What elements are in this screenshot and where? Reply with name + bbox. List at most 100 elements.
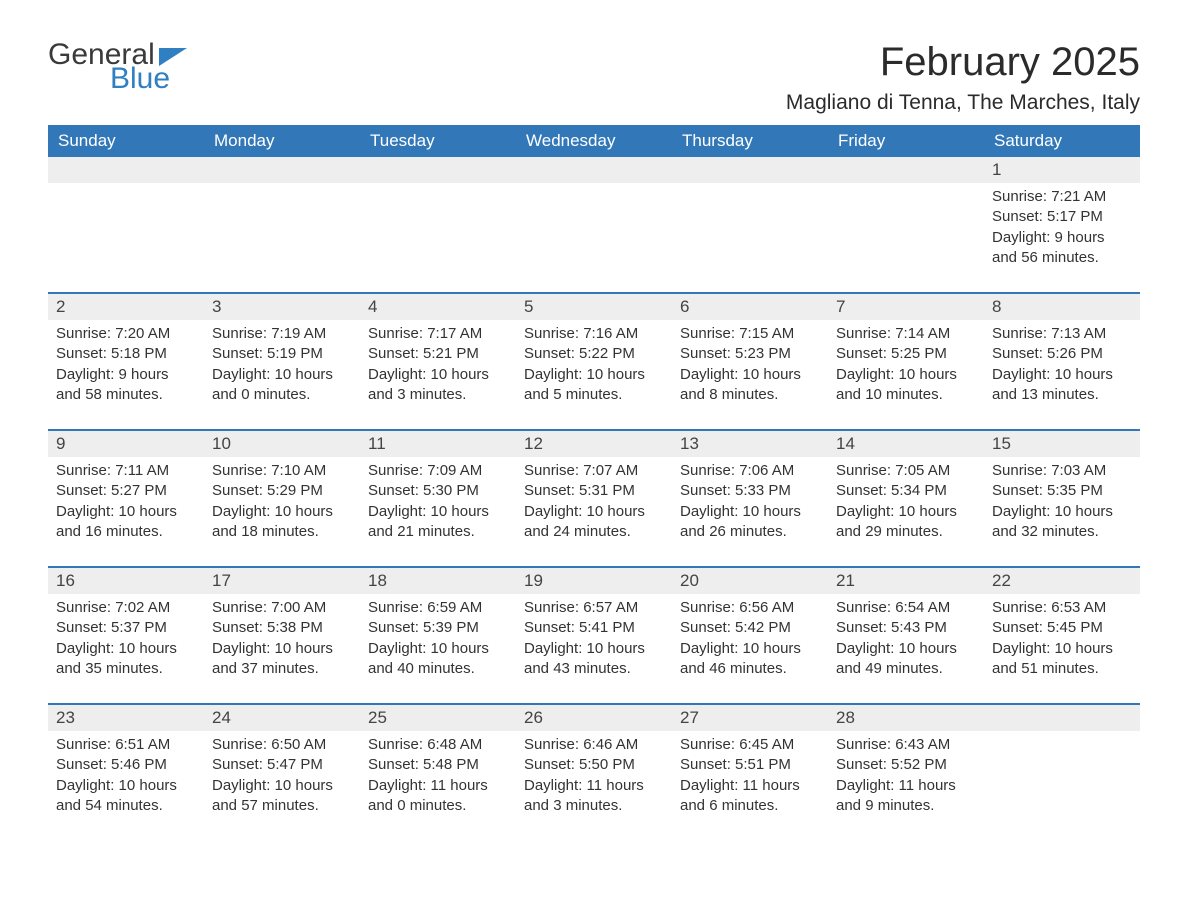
day-number-bar: 28 xyxy=(828,705,984,731)
sunset-text: Sunset: 5:35 PM xyxy=(992,481,1132,501)
day-number-bar: 1 xyxy=(984,157,1140,183)
daylight-text: and 3 minutes. xyxy=(368,385,508,405)
logo-text-blue: Blue xyxy=(110,64,187,94)
sunrise-text: Sunrise: 7:19 AM xyxy=(212,324,352,344)
sunset-text: Sunset: 5:41 PM xyxy=(524,618,664,638)
daylight-text: and 13 minutes. xyxy=(992,385,1132,405)
daylight-text: Daylight: 10 hours xyxy=(524,502,664,522)
day-number: 21 xyxy=(836,571,976,591)
day-number: 19 xyxy=(524,571,664,591)
daylight-text: Daylight: 11 hours xyxy=(368,776,508,796)
daylight-text: Daylight: 10 hours xyxy=(836,502,976,522)
daylight-text: and 18 minutes. xyxy=(212,522,352,542)
day-number: 3 xyxy=(212,297,352,317)
daylight-text: and 54 minutes. xyxy=(56,796,196,816)
day-number-bar: 12 xyxy=(516,431,672,457)
sunset-text: Sunset: 5:48 PM xyxy=(368,755,508,775)
day-number-bar: 24 xyxy=(204,705,360,731)
calendar-day: 7Sunrise: 7:14 AMSunset: 5:25 PMDaylight… xyxy=(828,294,984,415)
calendar-day: 24Sunrise: 6:50 AMSunset: 5:47 PMDayligh… xyxy=(204,705,360,826)
sunrise-text: Sunrise: 7:13 AM xyxy=(992,324,1132,344)
sunset-text: Sunset: 5:23 PM xyxy=(680,344,820,364)
day-number: 14 xyxy=(836,434,976,454)
sunrise-text: Sunrise: 6:53 AM xyxy=(992,598,1132,618)
day-number-bar: 3 xyxy=(204,294,360,320)
sunrise-text: Sunrise: 6:46 AM xyxy=(524,735,664,755)
calendar: Sunday Monday Tuesday Wednesday Thursday… xyxy=(48,125,1140,826)
calendar-day: 19 Sunrise: 6:57 AMSunset: 5:41 PMDayligh… xyxy=(516,568,672,689)
day-number-bar: 5 xyxy=(516,294,672,320)
calendar-day xyxy=(204,157,360,278)
day-number: 24 xyxy=(212,708,352,728)
day-number-bar xyxy=(204,157,360,183)
dow-friday: Friday xyxy=(828,125,984,157)
daylight-text: Daylight: 10 hours xyxy=(212,639,352,659)
daylight-text: Daylight: 10 hours xyxy=(836,365,976,385)
calendar-day: 18Sunrise: 6:59 AMSunset: 5:39 PMDayligh… xyxy=(360,568,516,689)
daylight-text: Daylight: 11 hours xyxy=(524,776,664,796)
day-number: 26 xyxy=(524,708,664,728)
sunrise-text: Sunrise: 7:16 AM xyxy=(524,324,664,344)
calendar-day: 10Sunrise: 7:10 AMSunset: 5:29 PMDayligh… xyxy=(204,431,360,552)
daylight-text: Daylight: 10 hours xyxy=(212,776,352,796)
daylight-text: Daylight: 10 hours xyxy=(680,502,820,522)
daylight-text: Daylight: 10 hours xyxy=(56,502,196,522)
calendar-day: 27Sunrise: 6:45 AMSunset: 5:51 PMDayligh… xyxy=(672,705,828,826)
sunrise-text: Sunrise: 7:17 AM xyxy=(368,324,508,344)
daylight-text: Daylight: 10 hours xyxy=(992,502,1132,522)
day-number: 9 xyxy=(56,434,196,454)
day-number: 27 xyxy=(680,708,820,728)
calendar-day xyxy=(672,157,828,278)
sunset-text: Sunset: 5:46 PM xyxy=(56,755,196,775)
sunset-text: Sunset: 5:26 PM xyxy=(992,344,1132,364)
calendar-day: 1Sunrise: 7:21 AMSunset: 5:17 PMDaylight… xyxy=(984,157,1140,278)
sunrise-text: Sunrise: 7:02 AM xyxy=(56,598,196,618)
page-title: February 2025 xyxy=(786,40,1140,85)
daylight-text: Daylight: 10 hours xyxy=(524,639,664,659)
sunset-text: Sunset: 5:45 PM xyxy=(992,618,1132,638)
sunset-text: Sunset: 5:37 PM xyxy=(56,618,196,638)
daylight-text: and 43 minutes. xyxy=(524,659,664,679)
calendar-day: 28Sunrise: 6:43 AMSunset: 5:52 PMDayligh… xyxy=(828,705,984,826)
day-number: 17 xyxy=(212,571,352,591)
daylight-text: and 58 minutes. xyxy=(56,385,196,405)
calendar-day: 15Sunrise: 7:03 AMSunset: 5:35 PMDayligh… xyxy=(984,431,1140,552)
daylight-text: Daylight: 9 hours xyxy=(56,365,196,385)
daylight-text: Daylight: 10 hours xyxy=(680,639,820,659)
sunset-text: Sunset: 5:19 PM xyxy=(212,344,352,364)
daylight-text: Daylight: 11 hours xyxy=(680,776,820,796)
calendar-day: 20Sunrise: 6:56 AMSunset: 5:42 PMDayligh… xyxy=(672,568,828,689)
location-subtitle: Magliano di Tenna, The Marches, Italy xyxy=(786,91,1140,115)
calendar-day xyxy=(516,157,672,278)
day-number-bar: 4 xyxy=(360,294,516,320)
day-number: 20 xyxy=(680,571,820,591)
sunrise-text: Sunrise: 7:09 AM xyxy=(368,461,508,481)
sunset-text: Sunset: 5:50 PM xyxy=(524,755,664,775)
daylight-text: and 9 minutes. xyxy=(836,796,976,816)
day-number-bar xyxy=(828,157,984,183)
daylight-text: and 0 minutes. xyxy=(212,385,352,405)
day-number-bar: 15 xyxy=(984,431,1140,457)
sunrise-text: Sunrise: 6:57 AM xyxy=(524,598,664,618)
sunrise-text: Sunrise: 7:20 AM xyxy=(56,324,196,344)
daylight-text: and 21 minutes. xyxy=(368,522,508,542)
day-number-bar: 14 xyxy=(828,431,984,457)
day-number-bar xyxy=(672,157,828,183)
daylight-text: Daylight: 10 hours xyxy=(992,639,1132,659)
day-number-bar xyxy=(360,157,516,183)
daylight-text: Daylight: 10 hours xyxy=(56,776,196,796)
dow-wednesday: Wednesday xyxy=(516,125,672,157)
day-number-bar xyxy=(984,705,1140,731)
calendar-week: 16 Sunrise: 7:02 AMSunset: 5:37 PM Dayligh… xyxy=(48,566,1140,689)
day-number: 12 xyxy=(524,434,664,454)
sunset-text: Sunset: 5:29 PM xyxy=(212,481,352,501)
sunset-text: Sunset: 5:17 PM xyxy=(992,207,1132,227)
calendar-day: 12Sunrise: 7:07 AMSunset: 5:31 PMDayligh… xyxy=(516,431,672,552)
calendar-day: 11Sunrise: 7:09 AMSunset: 5:30 PMDayligh… xyxy=(360,431,516,552)
day-number: 16 xyxy=(56,571,196,591)
sunrise-text: Sunrise: 6:50 AM xyxy=(212,735,352,755)
daylight-text: and 10 minutes. xyxy=(836,385,976,405)
daylight-text: and 24 minutes. xyxy=(524,522,664,542)
daylight-text: and 29 minutes. xyxy=(836,522,976,542)
sunrise-text: Sunrise: 7:14 AM xyxy=(836,324,976,344)
